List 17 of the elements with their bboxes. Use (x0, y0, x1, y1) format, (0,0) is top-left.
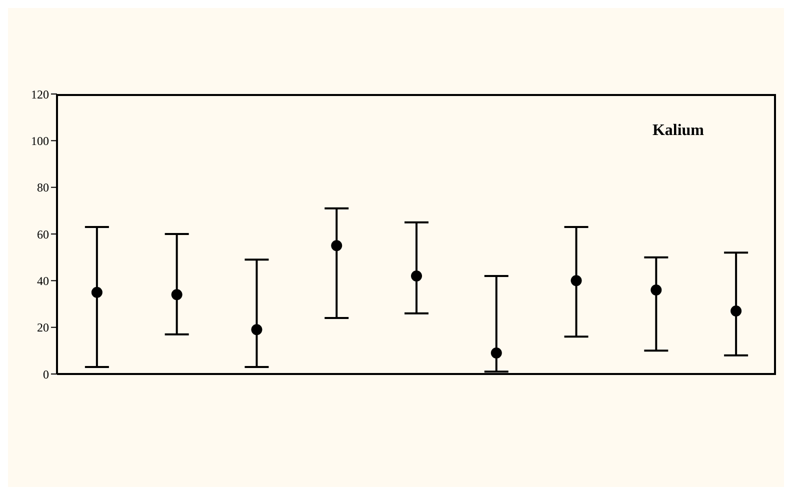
point (331, 240, 342, 252)
y-tick-label: 100 (31, 134, 49, 148)
y-tick-label: 20 (37, 320, 49, 335)
text: Kalium (652, 122, 704, 140)
point (171, 289, 182, 300)
y-tick-label: 80 (37, 180, 49, 195)
y-tick-label: 120 (31, 87, 49, 102)
point (570, 275, 582, 286)
y-tick-label: 40 (37, 274, 49, 288)
point (650, 284, 662, 296)
point (251, 324, 262, 336)
point (91, 286, 102, 298)
point (730, 306, 742, 316)
point (490, 348, 502, 358)
point (411, 270, 422, 282)
y-tick-label: 60 (37, 227, 49, 242)
y-tick-label: 0 (43, 367, 49, 382)
